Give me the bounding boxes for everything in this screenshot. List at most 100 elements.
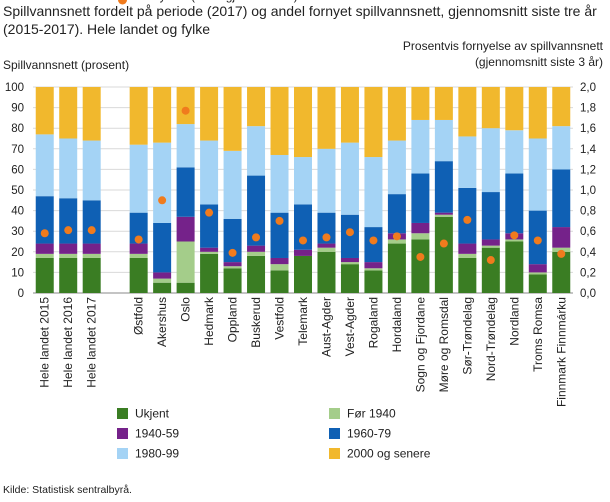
bar-segment [505, 130, 524, 174]
bar-segment [59, 253, 78, 258]
bar-segment [411, 119, 430, 174]
renewal-point [158, 196, 167, 205]
legend-label: Før 1940 [347, 407, 396, 421]
bar-segment [411, 233, 430, 240]
legend-label: Ukjent [135, 407, 170, 421]
bar-segment [387, 194, 406, 234]
bar-segment [458, 257, 477, 293]
legend-marker [118, 0, 127, 5]
bar-segment [129, 253, 148, 258]
bar-segment [176, 216, 195, 242]
x-tick-label: Østfold [132, 297, 146, 335]
y-axis-label-right-line2: (gjennomsnitt siste 3 år) [475, 55, 603, 69]
renewal-point [392, 232, 401, 241]
renewal-point [510, 231, 519, 240]
renewal-point [181, 106, 190, 115]
x-tick-label: Telemark [296, 296, 310, 346]
legend-label: 1960-79 [347, 427, 391, 441]
bar-segment [82, 243, 101, 254]
bar-segment [59, 87, 78, 139]
x-tick-label: Aust-Agder [319, 297, 333, 357]
legend-label: 2000 og senere [347, 447, 431, 461]
bar-segment [200, 247, 219, 252]
y-tick-label-left: 80 [11, 123, 24, 135]
bar-segment [340, 264, 359, 293]
y-tick-label-left: 30 [11, 226, 24, 238]
legend-item: Før 1940 [329, 407, 396, 421]
bar-segment [270, 257, 289, 265]
bar-segment [434, 87, 453, 120]
y-tick-label-left: 70 [11, 144, 24, 156]
bar-segment [317, 247, 336, 252]
y-tick-label-right: 0,2 [580, 267, 596, 279]
legend-label: 1940-59 [135, 427, 179, 441]
bar-segment [552, 247, 571, 252]
bar-segment [35, 243, 54, 254]
bar-segment [458, 187, 477, 244]
renewal-point [134, 235, 143, 244]
bar-segment [552, 169, 571, 228]
bar-segment [247, 255, 266, 293]
bar-segment [552, 126, 571, 170]
renewal-point [557, 249, 566, 258]
bar-segment [294, 157, 312, 205]
bar-segment [387, 239, 406, 244]
renewal-point [252, 233, 261, 242]
bar-segment [317, 243, 336, 248]
y-axis-label-right-line1: Prosentvis fornyelse av spillvannsnett [403, 39, 604, 53]
bar-segment [434, 161, 453, 213]
bar-segment [364, 268, 383, 271]
renewal-point [228, 248, 237, 257]
legend-label: 1980-99 [135, 447, 179, 461]
bar-segment [294, 249, 312, 256]
bar-segment [35, 134, 54, 197]
legend-item: Fornyelse (3-års gjennomsnitt) [118, 0, 298, 5]
x-tick-label: Vest-Agder [343, 297, 357, 356]
y-tick-label-left: 100 [5, 82, 24, 94]
bar-segment [505, 87, 524, 131]
bar-segment [223, 87, 242, 151]
legend-swatch [117, 448, 128, 459]
bar-segment [340, 257, 359, 263]
legend-item: Ukjent [117, 407, 170, 421]
bar-segment [387, 140, 406, 195]
bar-segment [411, 87, 430, 120]
bar-segment [411, 239, 430, 293]
y-tick-label-right: 0,4 [580, 247, 597, 259]
bar-segment [481, 128, 500, 193]
bar-segment [153, 87, 172, 143]
legend-item: 2000 og senere [329, 447, 431, 461]
y-tick-label-right: 0,0 [580, 288, 596, 300]
renewal-point [463, 215, 472, 224]
x-tick-label: Hordaland [390, 297, 404, 352]
bar-segment [505, 241, 524, 293]
x-tick-label: Sogn og Fjordane [413, 297, 427, 393]
bar-segment [481, 192, 500, 240]
bar-segment [59, 257, 78, 293]
bar-segment [129, 257, 148, 293]
bar-segment [458, 136, 477, 188]
bar-segment [223, 268, 242, 293]
y-tick-label-left: 90 [11, 103, 24, 115]
bar-segment [458, 87, 477, 137]
renewal-point [439, 239, 448, 248]
bar-segment [200, 87, 219, 141]
renewal-point [322, 233, 331, 242]
renewal-point [64, 226, 73, 235]
bar-segment [35, 257, 54, 293]
x-tick-label: Hele landet 2015 [38, 297, 52, 388]
bar-segment [481, 245, 500, 248]
bar-segment [129, 87, 148, 145]
bar-segment [528, 138, 547, 211]
bar-segment [247, 245, 266, 252]
x-tick-label: Hedmark [202, 296, 216, 346]
bar-segment [387, 243, 406, 293]
y-axis-left-ticks: 0 10 20 30 40 50 60 70 80 90 100 [5, 82, 24, 300]
bar-segment [223, 150, 242, 219]
renewal-point [87, 226, 96, 235]
y-tick-label-right: 1,4 [580, 144, 597, 156]
legend-item: 1940-59 [117, 427, 179, 441]
bar-segment [340, 262, 359, 265]
renewal-points [40, 106, 566, 265]
legend-swatch [329, 448, 340, 459]
